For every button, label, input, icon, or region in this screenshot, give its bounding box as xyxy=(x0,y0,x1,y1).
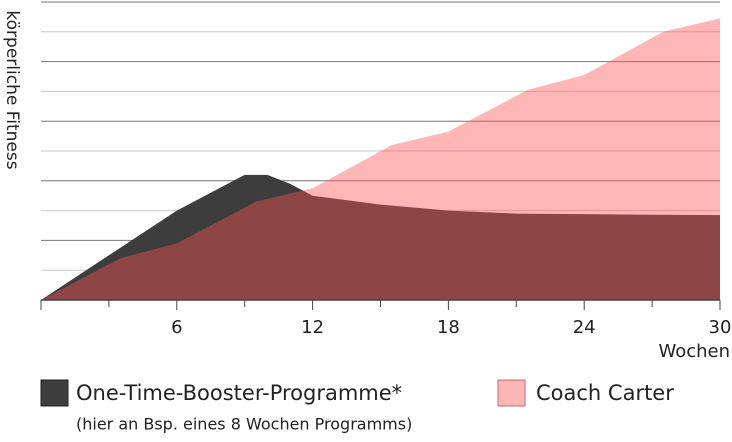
area xyxy=(41,174,720,300)
y-axis-label: körperliche Fitness xyxy=(2,10,22,169)
x-tick-label: 6 xyxy=(171,317,182,338)
x-tick-label: 12 xyxy=(301,317,324,338)
legend-label: One-Time-Booster-Programme* xyxy=(76,381,402,405)
legend-swatch xyxy=(497,379,526,407)
x-axis-label: Wochen xyxy=(658,341,730,362)
x-tick-label: 18 xyxy=(437,317,460,338)
legend-label: Coach Carter xyxy=(536,381,674,405)
x-tick-label: 30 xyxy=(709,317,732,338)
x-tick-label: 24 xyxy=(573,317,596,338)
legend-note: (hier an Bsp. eines 8 Wochen Programms) xyxy=(76,415,412,434)
legend-swatch xyxy=(40,379,69,407)
area xyxy=(41,18,720,300)
